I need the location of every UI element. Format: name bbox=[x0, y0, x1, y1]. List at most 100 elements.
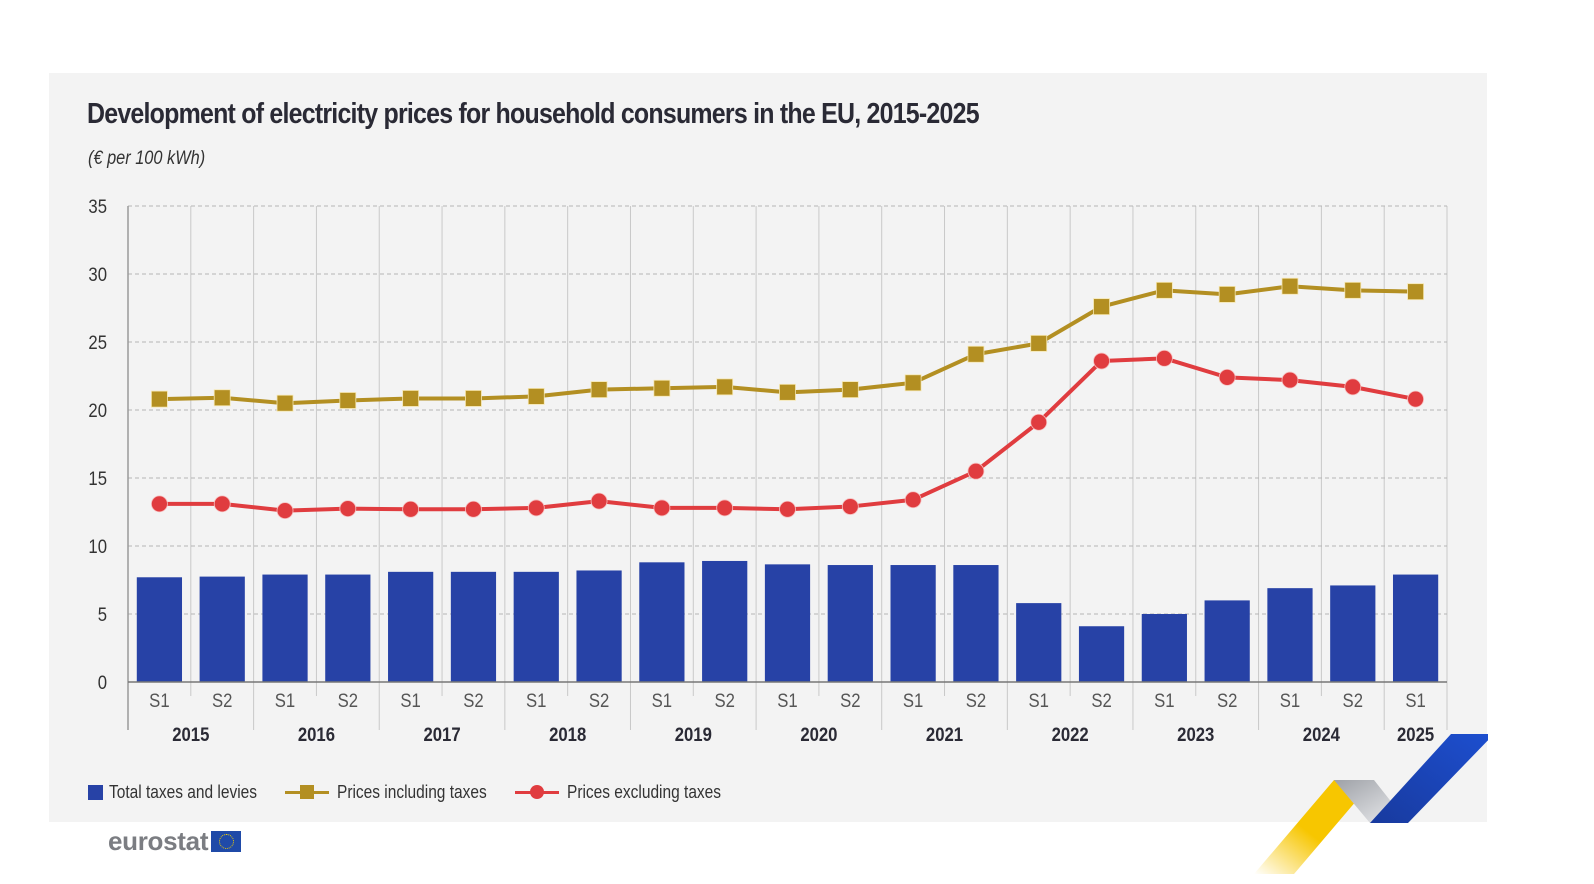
bar bbox=[325, 574, 371, 682]
year-label: 2016 bbox=[298, 724, 335, 745]
legend-label: Total taxes and levies bbox=[109, 781, 258, 802]
excl-taxes-point bbox=[527, 499, 545, 517]
excl-taxes-point bbox=[402, 500, 420, 518]
excl-taxes-point bbox=[339, 500, 357, 518]
incl-taxes-point bbox=[151, 390, 168, 408]
legend-bar-swatch-icon bbox=[88, 784, 103, 800]
y-tick-label: 20 bbox=[88, 400, 107, 421]
incl-taxes-point bbox=[1093, 298, 1110, 316]
incl-taxes-point bbox=[779, 383, 796, 401]
x-tick-label: S2 bbox=[840, 690, 860, 711]
incl-taxes-point bbox=[716, 378, 734, 396]
year-label: 2018 bbox=[549, 724, 586, 745]
excl-taxes-point bbox=[590, 492, 608, 510]
x-tick-label: S1 bbox=[1280, 690, 1300, 711]
excl-taxes-point bbox=[276, 502, 294, 520]
incl-taxes-point bbox=[1281, 277, 1299, 295]
incl-taxes-point bbox=[213, 389, 231, 407]
year-label: 2019 bbox=[675, 724, 712, 745]
bar bbox=[136, 577, 183, 682]
legend-square-line-icon bbox=[285, 785, 330, 799]
x-tick-label: S1 bbox=[275, 690, 295, 711]
x-tick-label: S2 bbox=[1217, 690, 1237, 711]
bar bbox=[1267, 588, 1313, 682]
bar bbox=[702, 560, 748, 682]
y-tick-label: 30 bbox=[88, 264, 107, 285]
bar bbox=[513, 571, 559, 682]
legend-item-taxes: Total taxes and levies bbox=[88, 782, 263, 803]
bar bbox=[764, 564, 811, 682]
incl-taxes-point bbox=[1155, 281, 1173, 299]
x-tick-label: S1 bbox=[400, 690, 420, 711]
bar bbox=[1016, 603, 1062, 682]
x-tick-label: S1 bbox=[777, 690, 797, 711]
y-tick-label: 25 bbox=[88, 332, 107, 353]
year-label: 2024 bbox=[1303, 724, 1340, 745]
bar bbox=[262, 574, 308, 682]
y-tick-label: 15 bbox=[88, 468, 107, 489]
excl-taxes-point bbox=[1155, 349, 1173, 367]
excl-taxes-point bbox=[1407, 390, 1424, 408]
x-tick-label: S1 bbox=[903, 690, 923, 711]
excl-taxes-point bbox=[1093, 352, 1110, 370]
bar bbox=[1141, 614, 1187, 682]
year-label: 2015 bbox=[172, 724, 209, 745]
x-tick-label: S2 bbox=[212, 690, 232, 711]
incl-taxes-point bbox=[1030, 334, 1048, 352]
incl-taxes-point bbox=[653, 379, 671, 397]
x-tick-label: S2 bbox=[589, 690, 609, 711]
bar bbox=[1204, 600, 1250, 682]
legend-circle-line-icon bbox=[515, 785, 560, 799]
incl-taxes-point bbox=[1344, 281, 1362, 299]
excl-taxes-point bbox=[967, 462, 985, 480]
x-tick-label: S2 bbox=[714, 690, 734, 711]
line-series bbox=[151, 277, 1424, 520]
bar bbox=[1392, 574, 1439, 682]
x-tick-label: S1 bbox=[1154, 690, 1174, 711]
x-tick-label: S2 bbox=[338, 690, 358, 711]
incl-taxes-point bbox=[1407, 283, 1424, 301]
incl-taxes-point bbox=[841, 381, 859, 399]
excl-taxes-point bbox=[904, 491, 922, 509]
x-tick-label: S1 bbox=[652, 690, 672, 711]
year-label: 2023 bbox=[1177, 724, 1214, 745]
excl-taxes-point bbox=[213, 495, 231, 513]
x-tick-label: S2 bbox=[1091, 690, 1111, 711]
year-label: 2021 bbox=[926, 724, 963, 745]
x-tick-label: S2 bbox=[463, 690, 483, 711]
bar bbox=[1078, 626, 1125, 682]
excl-taxes-point bbox=[716, 499, 734, 517]
x-tick-label: S1 bbox=[526, 690, 546, 711]
bar bbox=[953, 565, 999, 682]
excl-taxes-point bbox=[653, 499, 671, 517]
legend-item-excl-taxes: Prices excluding taxes bbox=[515, 782, 728, 803]
year-label: 2022 bbox=[1052, 724, 1089, 745]
excl-taxes-point bbox=[1030, 413, 1048, 431]
incl-taxes-point bbox=[339, 392, 357, 409]
bar bbox=[199, 576, 245, 682]
legend-item-incl-taxes: Prices including taxes bbox=[285, 782, 493, 803]
bar bbox=[576, 570, 622, 682]
logo-text: eurostat bbox=[108, 826, 209, 856]
legend: Total taxes and levies Prices including … bbox=[88, 780, 750, 804]
x-tick-label: S1 bbox=[1405, 690, 1425, 711]
bar bbox=[388, 571, 434, 682]
chart-title: Development of electricity prices for ho… bbox=[87, 98, 980, 130]
year-label: 2020 bbox=[800, 724, 837, 745]
y-tick-label: 10 bbox=[88, 536, 107, 557]
bar bbox=[890, 565, 936, 682]
excl-taxes-point bbox=[1344, 378, 1362, 396]
x-tick-label: S2 bbox=[966, 690, 986, 711]
y-tick-label: 5 bbox=[98, 604, 107, 625]
excl-taxes-point bbox=[1218, 368, 1236, 386]
x-tick-label: S2 bbox=[1343, 690, 1363, 711]
x-tick-label: S1 bbox=[1029, 690, 1049, 711]
year-label: 2017 bbox=[423, 724, 460, 745]
incl-taxes-point bbox=[276, 394, 294, 412]
bar bbox=[1330, 585, 1376, 682]
incl-taxes-point bbox=[402, 390, 420, 407]
legend-label: Prices including taxes bbox=[337, 781, 487, 802]
incl-taxes-point bbox=[590, 381, 608, 399]
